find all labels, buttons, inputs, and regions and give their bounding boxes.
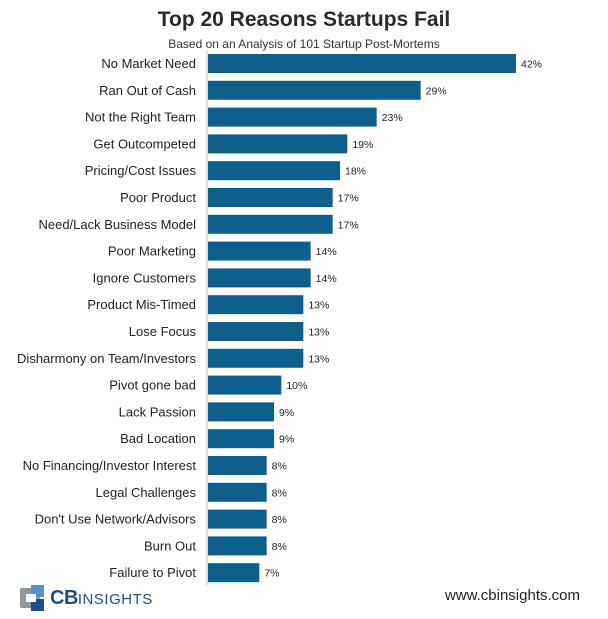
- value-label: 14%: [316, 246, 337, 258]
- logo-text-cb: CB: [50, 586, 78, 609]
- category-label: Get Outcompeted: [93, 136, 196, 151]
- value-label: 8%: [272, 541, 287, 553]
- category-label: Poor Product: [120, 190, 196, 205]
- bar: [208, 429, 274, 449]
- website-url: www.cbinsights.com: [444, 587, 580, 604]
- bar: [208, 402, 274, 422]
- cb-insights-logo: CBINSIGHTS: [20, 585, 153, 611]
- value-label: 10%: [286, 380, 307, 392]
- value-label: 42%: [521, 59, 542, 71]
- value-label: 9%: [279, 407, 294, 419]
- category-label: Disharmony on Team/Investors: [17, 351, 196, 366]
- value-label: 19%: [352, 139, 373, 151]
- bar: [208, 295, 304, 315]
- category-label: No Financing/Investor Interest: [23, 458, 197, 473]
- bar: [208, 161, 340, 181]
- bar: [208, 188, 333, 207]
- category-label: Pricing/Cost Issues: [85, 163, 197, 178]
- bar: [208, 214, 333, 234]
- value-label: 8%: [272, 514, 287, 526]
- value-label: 29%: [426, 85, 447, 97]
- cb-insights-logo-icon: [20, 585, 46, 611]
- bar: [208, 509, 267, 529]
- value-label: 13%: [308, 300, 329, 312]
- bar: [208, 348, 304, 368]
- bar-chart: No Market Need 42% Ran Out of Cash 29% Not t…: [17, 51, 542, 585]
- value-label: 8%: [272, 461, 287, 473]
- category-label: Don't Use Network/Advisors: [35, 512, 197, 527]
- category-label: Pivot gone bad: [109, 378, 196, 393]
- value-label: 23%: [382, 112, 403, 124]
- bar: [208, 107, 377, 127]
- value-label: 8%: [272, 487, 287, 499]
- value-label: 14%: [316, 273, 337, 285]
- bar: [208, 482, 267, 502]
- value-label: 13%: [308, 353, 329, 365]
- logo-text-insights: INSIGHTS: [77, 590, 153, 608]
- bar: [208, 80, 421, 100]
- value-label: 18%: [345, 166, 366, 178]
- category-label: Legal Challenges: [96, 485, 197, 500]
- category-label: Product Mis-Timed: [87, 297, 196, 312]
- category-label: Need/Lack Business Model: [38, 217, 196, 232]
- value-label: 13%: [308, 327, 329, 339]
- category-label: Lack Passion: [119, 404, 196, 419]
- bar: [208, 54, 516, 73]
- chart-subtitle: Based on an Analysis of 101 Startup Post…: [168, 37, 440, 51]
- bar: [208, 322, 304, 341]
- category-label: Lose Focus: [129, 324, 197, 339]
- bar: [208, 456, 267, 475]
- category-label: Ran Out of Cash: [99, 83, 196, 98]
- category-label: Bad Location: [120, 431, 196, 446]
- value-label: 9%: [279, 434, 294, 446]
- chart-title: Top 20 Reasons Startups Fail: [157, 8, 451, 31]
- category-label: Poor Marketing: [108, 244, 196, 259]
- value-label: 17%: [338, 193, 359, 205]
- bar: [208, 536, 267, 556]
- bar: [208, 563, 260, 583]
- category-label: No Market Need: [101, 56, 196, 71]
- category-label: Not the Right Team: [85, 110, 196, 125]
- bar: [208, 134, 348, 154]
- category-label: Burn Out: [144, 538, 196, 553]
- value-label: 7%: [264, 568, 279, 580]
- category-label: Failure to Pivot: [109, 565, 196, 580]
- bar: [208, 268, 311, 288]
- bar: [208, 241, 311, 261]
- category-label: Ignore Customers: [93, 270, 197, 285]
- value-label: 17%: [338, 219, 359, 231]
- bar: [208, 375, 282, 395]
